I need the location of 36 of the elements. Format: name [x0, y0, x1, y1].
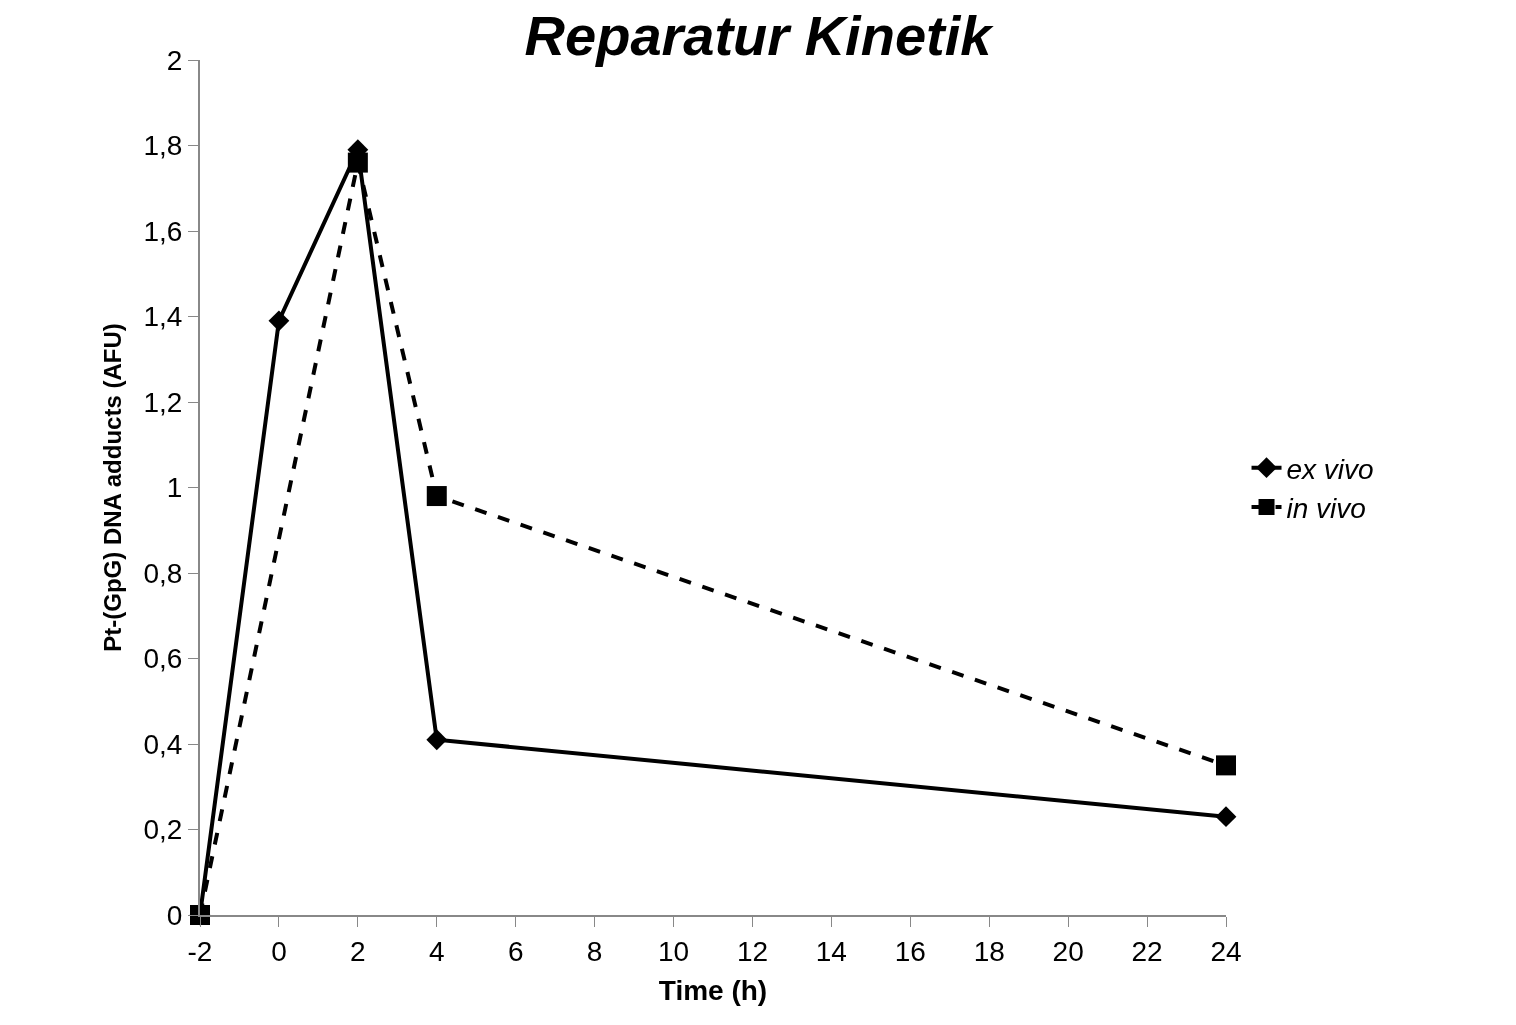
y-tick-label: 1,2: [143, 386, 183, 418]
y-tick-label: 0,4: [143, 728, 183, 760]
x-tick-label: 4: [428, 935, 445, 967]
y-tick-label: 0,6: [143, 643, 183, 675]
point: [268, 310, 290, 332]
point: [426, 729, 448, 751]
y-tick-label: 0,8: [143, 557, 183, 589]
y-tick-label: 1: [166, 472, 183, 504]
x-tick-label: 10: [657, 935, 690, 967]
y-axis-title: Pt-(GpG) DNA adducts (AFU): [99, 323, 127, 652]
y-tick-label: 0: [166, 899, 183, 931]
y-tick-label: 1,4: [143, 301, 183, 333]
y-tick-label: 2: [166, 44, 183, 76]
point: [1215, 806, 1237, 828]
y-tick-label: 1,6: [143, 215, 183, 247]
x-tick-label: 18: [973, 935, 1005, 967]
legend-label: ex vivo: [1286, 453, 1374, 485]
x-tick-label: 8: [586, 935, 603, 967]
x-axis-title: Time (h): [658, 975, 768, 1007]
point: [426, 486, 447, 507]
x-tick-label: 14: [815, 935, 847, 967]
point: [347, 152, 368, 173]
legend-label: in vivo: [1286, 493, 1366, 525]
x-tick-label: 12: [736, 935, 769, 967]
x-tick-label: 20: [1052, 935, 1084, 967]
x-tick-label: -2: [187, 935, 213, 967]
y-tick-label: 1,8: [143, 130, 183, 162]
y-tick-label: 0,2: [143, 814, 183, 846]
chart-title: Reparatur Kinetik: [524, 3, 995, 67]
x-tick-label: 0: [271, 935, 287, 967]
x-tick-label: 22: [1131, 935, 1163, 967]
x-tick-label: 16: [894, 935, 926, 967]
x-tick-label: 24: [1210, 935, 1242, 967]
point: [1216, 755, 1236, 776]
x-tick-label: 2: [350, 935, 366, 967]
x-tick-label: 6: [507, 935, 524, 967]
